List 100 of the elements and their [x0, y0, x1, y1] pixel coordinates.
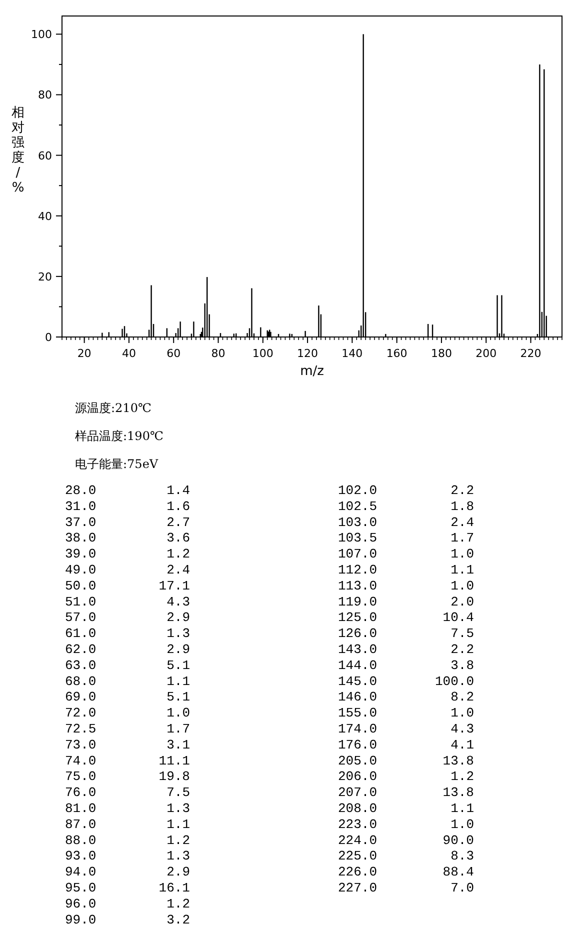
x-tick-label: 140 [342, 347, 363, 360]
text: 1.2 [450, 769, 474, 784]
text: 13.8 [442, 785, 474, 800]
category-label: 93.0 [65, 848, 96, 864]
x-tick-label: 40 [122, 347, 136, 360]
y-tick-label: 0 [45, 331, 52, 344]
category-label: 61.0 [65, 626, 96, 642]
text: 88.4 [442, 864, 474, 880]
category-label: 102.5 [338, 498, 378, 514]
x-tick-label: 220 [520, 347, 542, 360]
category-label: 81.0 [65, 801, 96, 816]
category-label: 125.0 [338, 610, 378, 626]
text: 1.0 [450, 816, 474, 832]
text: 1.7 [450, 530, 474, 546]
category-label: 113.0 [338, 578, 378, 594]
text: 2.9 [166, 642, 190, 657]
x-tick-label: 80 [211, 347, 226, 360]
category-label: 73.0 [65, 737, 96, 752]
text: 2.2 [450, 483, 474, 498]
category-label: 205.0 [338, 753, 378, 768]
text: 2.4 [166, 562, 190, 578]
text: 1.1 [450, 801, 474, 816]
text: 8.2 [450, 690, 474, 705]
category-label: 208.0 [338, 801, 378, 816]
text: 1.2 [166, 896, 190, 912]
category-label: 207.0 [338, 785, 378, 800]
category-label: 224.0 [338, 832, 378, 848]
category-label: 38.0 [65, 530, 96, 546]
text: 2.9 [166, 610, 190, 626]
text: 8.3 [450, 848, 474, 864]
x-tick-label: 100 [252, 347, 274, 360]
category-label: 95.0 [65, 880, 96, 896]
category-label: 126.0 [338, 626, 378, 642]
category-label: 145.0 [338, 674, 378, 689]
category-label: 119.0 [338, 594, 378, 610]
text: 1.3 [166, 848, 190, 864]
text: 2.2 [450, 642, 474, 657]
category-label: 223.0 [338, 816, 378, 832]
category-label: 28.0 [65, 483, 96, 498]
category-label: 176.0 [338, 737, 378, 752]
text: 1.0 [450, 706, 474, 721]
text: 1.0 [166, 706, 190, 721]
text: 1.1 [450, 562, 474, 578]
text: 1.3 [166, 801, 190, 816]
category-label: 102.0 [338, 483, 378, 498]
category-label: 72.5 [65, 722, 96, 736]
text: 3.1 [166, 737, 190, 752]
category-label: 37.0 [65, 514, 96, 530]
text: 10.4 [442, 610, 474, 626]
category-label: 144.0 [338, 658, 378, 673]
x-tick-label: 20 [77, 347, 92, 360]
category-label: 62.0 [65, 642, 96, 657]
category-label: 96.0 [65, 896, 96, 912]
text: 7.5 [166, 785, 190, 800]
text: 1.6 [166, 498, 190, 514]
text: 4.1 [450, 737, 474, 752]
text: 5.1 [166, 690, 190, 705]
category-label: 69.0 [65, 690, 96, 705]
category-label: 51.0 [65, 594, 96, 610]
text: 3.6 [166, 530, 190, 546]
category-label: 174.0 [338, 722, 378, 736]
category-label: 76.0 [65, 785, 96, 800]
text: 5.1 [166, 658, 190, 673]
category-label: 87.0 [65, 816, 96, 832]
text: 90.0 [442, 832, 474, 848]
category-label: 75.0 [65, 769, 96, 784]
category-label: 155.0 [338, 706, 378, 721]
text: 1.7 [166, 722, 190, 736]
y-axis-title: 相对强度/% [12, 106, 24, 196]
text: 100.0 [434, 674, 474, 689]
category-label: 143.0 [338, 642, 378, 657]
text: 1.2 [166, 832, 190, 848]
category-label: 103.5 [338, 530, 378, 546]
text: 4.3 [166, 594, 190, 610]
category-label: 57.0 [65, 610, 96, 626]
y-tick-label: 40 [38, 210, 52, 223]
category-label: 50.0 [65, 578, 96, 594]
text: 1.8 [450, 498, 474, 514]
category-label: 88.0 [65, 832, 96, 848]
category-label: 68.0 [65, 674, 96, 689]
text: 3.2 [166, 912, 190, 928]
category-label: 112.0 [338, 562, 378, 578]
text: 11.1 [158, 753, 190, 768]
x-tick-label: 160 [386, 347, 408, 360]
text: 1.4 [166, 483, 190, 498]
category-label: 39.0 [65, 546, 96, 562]
category-label: 49.0 [65, 562, 96, 578]
text: 7.5 [450, 626, 474, 642]
text: 1.1 [166, 816, 190, 832]
text: 2.0 [450, 594, 474, 610]
text: 2.9 [166, 864, 190, 880]
category-label: 107.0 [338, 546, 378, 562]
text: 1.0 [450, 578, 474, 594]
x-tick-label: 180 [430, 347, 452, 360]
text: 2.4 [450, 514, 474, 530]
category-label: 226.0 [338, 864, 378, 880]
text: 4.3 [450, 722, 474, 736]
category-label: 72.0 [65, 706, 96, 721]
text: 1.1 [166, 674, 190, 689]
category-label: 103.0 [338, 514, 378, 530]
